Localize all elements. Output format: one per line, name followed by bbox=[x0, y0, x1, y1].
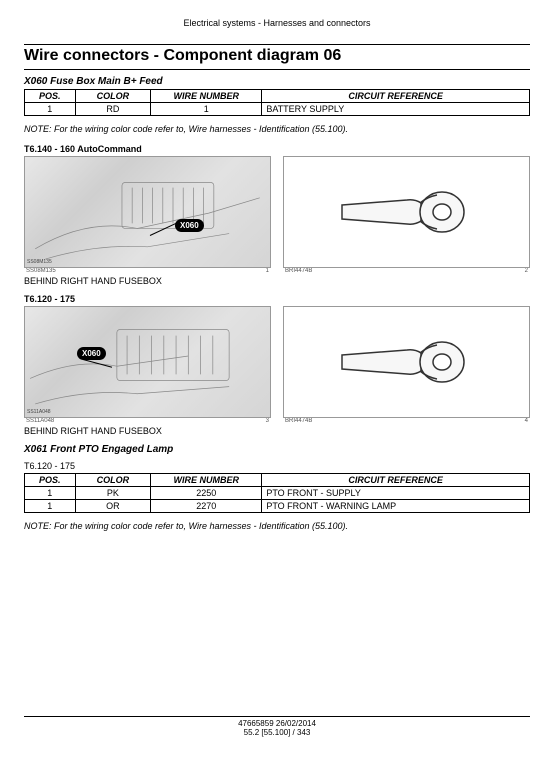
cell-color: OR bbox=[75, 500, 151, 513]
cell-color: RD bbox=[75, 103, 151, 116]
model2-label: T6.120 - 175 bbox=[24, 294, 530, 304]
page-title: Wire connectors - Component diagram 06 bbox=[24, 44, 530, 70]
model1-left-wrap: X060 SS08M135 SS08M135 1 bbox=[24, 156, 271, 274]
section1-table: POS. COLOR WIRE NUMBER CIRCUIT REFERENCE… bbox=[24, 89, 530, 116]
document-page: Electrical systems - Harnesses and conne… bbox=[0, 0, 554, 745]
fusebox-sketch-icon bbox=[25, 157, 270, 268]
model1-label: T6.140 - 160 AutoCommand bbox=[24, 144, 530, 154]
ring-terminal-icon bbox=[337, 337, 477, 387]
cell-wire-number: 2250 bbox=[151, 487, 262, 500]
footer-doc-id: 47665859 26/02/2014 bbox=[24, 719, 530, 728]
page-footer: 47665859 26/02/2014 55.2 [55.100] / 343 bbox=[24, 716, 530, 737]
col-wire-number: WIRE NUMBER bbox=[151, 474, 262, 487]
callout-x060: X060 bbox=[175, 219, 204, 232]
model2-terminal bbox=[283, 306, 530, 418]
model1-right-wrap: BRI4474B 2 bbox=[283, 156, 530, 274]
cell-circuit: PTO FRONT - WARNING LAMP bbox=[262, 500, 530, 513]
model2-left-caption: SS11A048 3 bbox=[24, 418, 271, 424]
fusebox-sketch-icon bbox=[25, 307, 270, 418]
cell-wire-number: 1 bbox=[151, 103, 262, 116]
callout-x060: X060 bbox=[77, 347, 106, 360]
photo-ref: SS08M135 bbox=[27, 259, 52, 265]
cell-pos: 1 bbox=[25, 103, 76, 116]
table-row: 1 PK 2250 PTO FRONT - SUPPLY bbox=[25, 487, 530, 500]
footer-page-ref: 55.2 [55.100] / 343 bbox=[24, 728, 530, 737]
header-breadcrumb: Electrical systems - Harnesses and conne… bbox=[24, 18, 530, 28]
col-circuit: CIRCUIT REFERENCE bbox=[262, 90, 530, 103]
cell-pos: 1 bbox=[25, 500, 76, 513]
col-circuit: CIRCUIT REFERENCE bbox=[262, 474, 530, 487]
model1-terminal bbox=[283, 156, 530, 268]
model2-right-caption: BRI4474B 4 bbox=[283, 418, 530, 424]
col-pos: POS. bbox=[25, 474, 76, 487]
ring-terminal-icon bbox=[337, 187, 477, 237]
table-row: 1 OR 2270 PTO FRONT - WARNING LAMP bbox=[25, 500, 530, 513]
note-2: NOTE: For the wiring color code refer to… bbox=[24, 521, 530, 531]
cell-color: PK bbox=[75, 487, 151, 500]
model2-right-wrap: BRI4474B 4 bbox=[283, 306, 530, 424]
model1-left-caption: SS08M135 1 bbox=[24, 268, 271, 274]
model1-right-caption: BRI4474B 2 bbox=[283, 268, 530, 274]
model2-diagrams: X060 SS11A048 SS11A048 3 bbox=[24, 306, 530, 424]
col-pos: POS. bbox=[25, 90, 76, 103]
section2-model-label: T6.120 - 175 bbox=[24, 461, 530, 471]
col-color: COLOR bbox=[75, 90, 151, 103]
model1-caption: BEHIND RIGHT HAND FUSEBOX bbox=[24, 276, 530, 286]
cell-wire-number: 2270 bbox=[151, 500, 262, 513]
col-color: COLOR bbox=[75, 474, 151, 487]
col-wire-number: WIRE NUMBER bbox=[151, 90, 262, 103]
photo-ref: SS11A048 bbox=[27, 409, 51, 415]
section2-heading: X061 Front PTO Engaged Lamp bbox=[24, 444, 530, 455]
model2-photo: X060 SS11A048 bbox=[24, 306, 271, 418]
section2-table: POS. COLOR WIRE NUMBER CIRCUIT REFERENCE… bbox=[24, 473, 530, 513]
section1-heading: X060 Fuse Box Main B+ Feed bbox=[24, 76, 530, 87]
model1-diagrams: X060 SS08M135 SS08M135 1 bbox=[24, 156, 530, 274]
note-1: NOTE: For the wiring color code refer to… bbox=[24, 124, 530, 134]
model2-caption: BEHIND RIGHT HAND FUSEBOX bbox=[24, 426, 530, 436]
cell-circuit: BATTERY SUPPLY bbox=[262, 103, 530, 116]
table-row: 1 RD 1 BATTERY SUPPLY bbox=[25, 103, 530, 116]
model1-photo: X060 SS08M135 bbox=[24, 156, 271, 268]
cell-pos: 1 bbox=[25, 487, 76, 500]
cell-circuit: PTO FRONT - SUPPLY bbox=[262, 487, 530, 500]
model2-left-wrap: X060 SS11A048 SS11A048 3 bbox=[24, 306, 271, 424]
